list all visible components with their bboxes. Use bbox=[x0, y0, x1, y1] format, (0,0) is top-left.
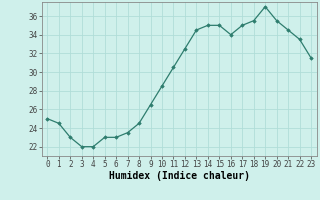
X-axis label: Humidex (Indice chaleur): Humidex (Indice chaleur) bbox=[109, 171, 250, 181]
